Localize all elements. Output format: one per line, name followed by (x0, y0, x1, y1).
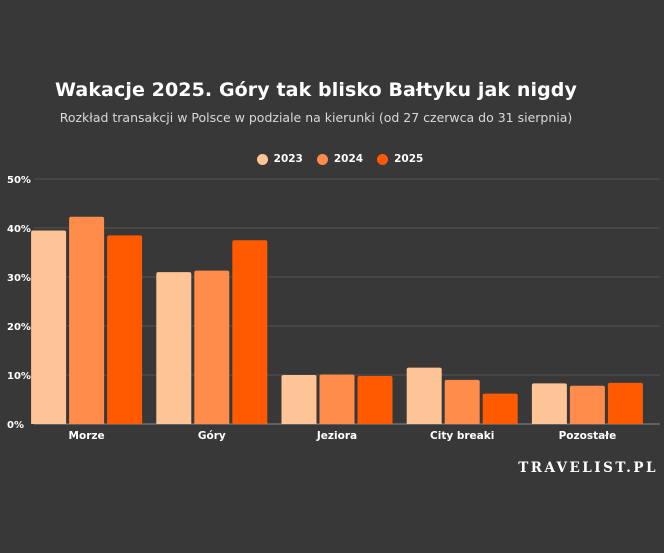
x-tick-label: Góry (198, 430, 226, 442)
bar (444, 379, 480, 424)
bar (357, 375, 393, 424)
bar (531, 383, 567, 424)
bar (31, 230, 67, 424)
y-tick-label: 20% (7, 322, 31, 333)
bar (156, 272, 192, 424)
y-tick-label: 50% (7, 175, 31, 186)
y-tick-label: 30% (7, 273, 31, 284)
legend-item-2023: 2023 (256, 153, 303, 165)
legend-item-2024: 2024 (316, 153, 364, 165)
bar (482, 393, 518, 424)
legend-swatch-2024 (316, 153, 328, 165)
chart-title: Wakacje 2025. Góry tak blisko Bałtyku ja… (55, 79, 577, 101)
y-tick-label: 40% (7, 224, 31, 235)
x-tick-label: Jeziora (316, 430, 357, 442)
legend-label-2024: 2024 (333, 153, 364, 165)
bar (69, 216, 105, 424)
bar (107, 235, 143, 424)
chart-subtitle: Rozkład transakcji w Polsce w podziale n… (59, 110, 573, 125)
bar (569, 385, 605, 424)
bar (319, 374, 355, 424)
bar (194, 270, 230, 424)
legend-swatch-2023 (256, 153, 268, 165)
bar (232, 240, 268, 424)
legend-label-2023: 2023 (273, 153, 303, 165)
brand-logo: TRAVELIST.PL (518, 460, 658, 476)
y-tick-label: 0% (7, 420, 24, 431)
x-tick-label: Pozostałe (559, 430, 617, 442)
bar (607, 382, 643, 424)
legend-label-2025: 2025 (394, 153, 424, 165)
y-tick-label: 10% (7, 371, 31, 382)
legend: 2023 2024 2025 (0, 153, 664, 165)
bar (406, 367, 442, 424)
bar (281, 375, 317, 424)
x-tick-label: City breaki (430, 430, 494, 442)
x-tick-label: Morze (69, 430, 105, 442)
legend-swatch-2025 (377, 153, 389, 165)
legend-item-2025: 2025 (377, 153, 423, 165)
